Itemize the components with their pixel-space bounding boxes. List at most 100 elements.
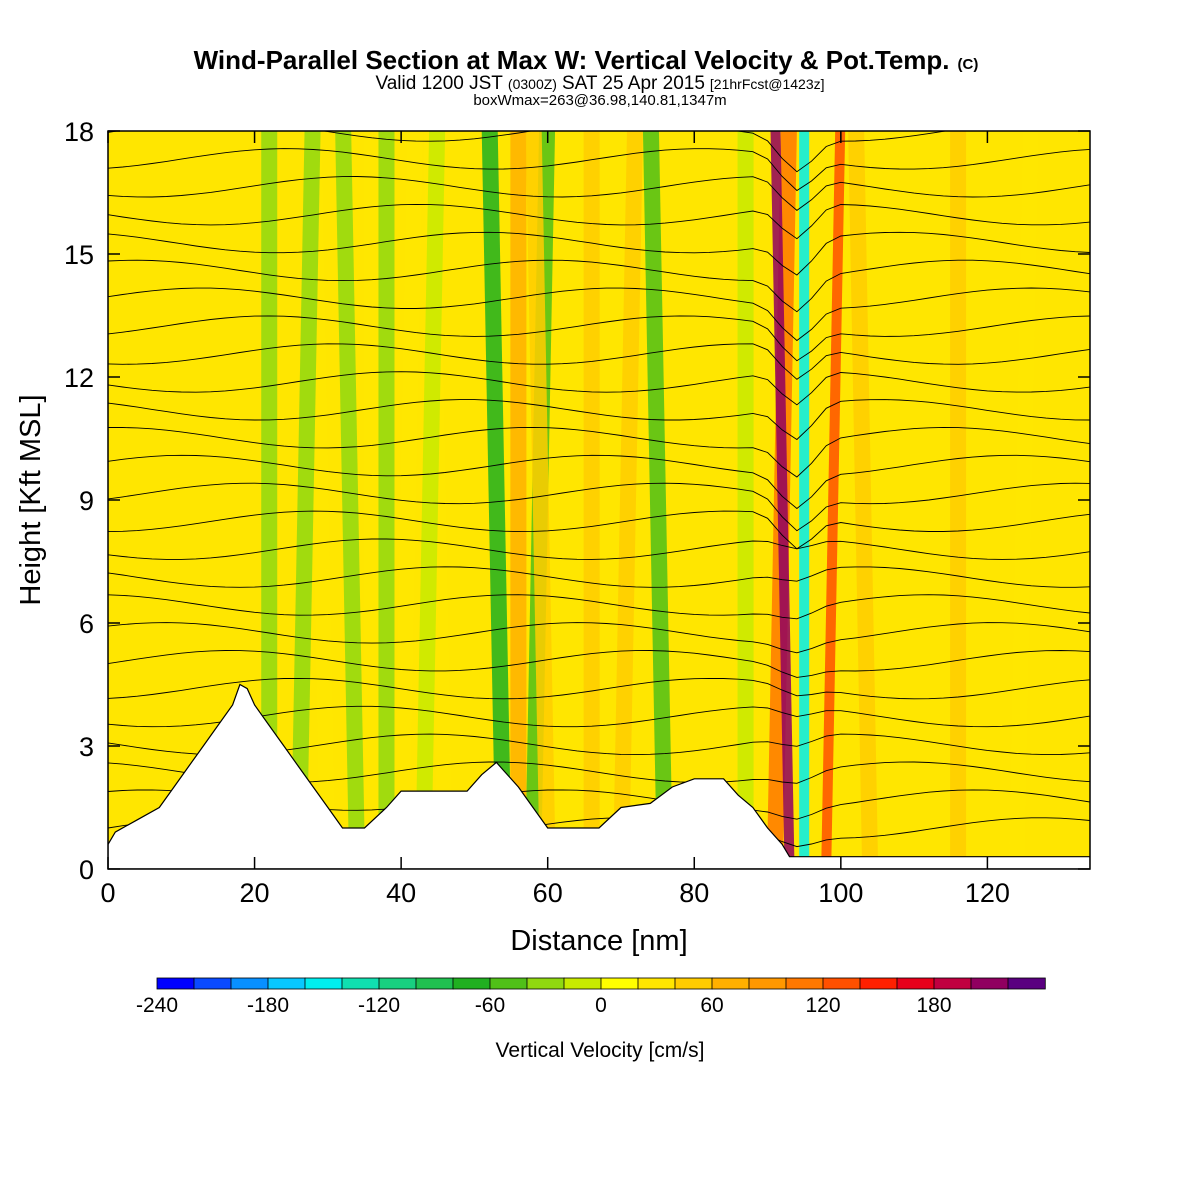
y-tick-label: 3: [79, 732, 94, 762]
y-tick-label: 6: [79, 609, 94, 639]
x-axis-label: Distance [nm]: [510, 925, 687, 957]
colorbar-swatch: [415, 977, 454, 990]
colorbar-swatch: [896, 977, 935, 990]
colorbar-tick-label: -60: [475, 994, 505, 1017]
theta-contour: [108, 259, 1090, 313]
chart-subtitle: Valid 1200 JST (0300Z) SAT 25 Apr 2015 [21h…: [375, 73, 824, 94]
colorbar-swatch: [563, 977, 602, 990]
colorbar-swatch: [674, 977, 713, 990]
y-axis-label: Height [Kft MSL]: [15, 394, 47, 605]
colorbar-swatch: [637, 977, 676, 990]
x-tick-label: 60: [533, 878, 563, 908]
theta-contour: [108, 315, 1090, 362]
colorbar-swatch: [711, 977, 750, 990]
theta-contour: [108, 131, 949, 173]
theta-contour: [108, 426, 1090, 478]
velocity-shading: [261, 131, 1039, 869]
colorbar-swatch: [785, 977, 824, 990]
x-axis: 0 20 40 60 80 100 120: [100, 131, 1010, 908]
x-tick-label: 100: [818, 878, 863, 908]
theta-contour: [108, 538, 1090, 560]
velocity-band: [848, 131, 879, 869]
theta-contour: [108, 343, 1090, 380]
colorbar-swatch: [341, 977, 380, 990]
theta-contour: [108, 622, 1090, 654]
colorbar-swatch: [526, 977, 565, 990]
velocity-band: [481, 131, 512, 869]
theta-contour: [108, 399, 1090, 441]
theta-contour: [108, 287, 1090, 342]
colorbar-swatch: [378, 977, 417, 990]
theta-contour: [108, 231, 1090, 276]
terrain: [108, 683, 1090, 869]
colorbar-swatch: [822, 977, 861, 990]
theta-contour: [108, 677, 1090, 700]
colorbar-swatch: [230, 977, 269, 990]
theta-contour: [108, 371, 1090, 406]
colorbar-swatch: [304, 977, 343, 990]
colorbar-tick-label: -240: [136, 994, 178, 1017]
plot-area: [108, 131, 1090, 869]
colorbar-swatch: [1007, 977, 1046, 990]
colorbar-swatch: [193, 977, 232, 990]
colorbar-label: Vertical Velocity [cm/s]: [496, 1039, 705, 1062]
theta-contour: [108, 650, 1090, 678]
velocity-band: [335, 131, 366, 869]
colorbar-tick-label: 120: [805, 994, 840, 1017]
colorbar-swatch: [452, 977, 491, 990]
velocity-band: [612, 131, 643, 869]
y-tick-label: 15: [64, 240, 94, 270]
colorbar-swatch: [489, 977, 528, 990]
velocity-band: [415, 131, 446, 869]
y-tick-label: 18: [64, 117, 94, 147]
velocity-band: [1008, 131, 1039, 869]
colorbar-swatch: [933, 977, 972, 990]
y-tick-label: 12: [64, 363, 94, 393]
y-tick-label: 0: [79, 855, 94, 885]
colorbar-swatch: [970, 977, 1009, 990]
velocity-band: [799, 131, 810, 869]
theta-contour: [108, 594, 1090, 620]
velocity-band: [378, 131, 395, 869]
colorbar-tick-label: -120: [358, 994, 400, 1017]
x-tick-label: 40: [386, 878, 416, 908]
chart-title: Wind-Parallel Section at Max W: Vertical…: [194, 45, 979, 75]
theta-contour: [108, 454, 1090, 510]
y-tick-label: 9: [79, 486, 94, 516]
velocity-band: [642, 131, 673, 869]
theta-contour: [108, 148, 1090, 192]
colorbar-swatch: [600, 977, 639, 990]
x-tick-label: 0: [100, 878, 115, 908]
velocity-band: [261, 131, 278, 869]
colorbar-tick-label: 180: [916, 994, 951, 1017]
velocity-band: [510, 131, 527, 869]
velocity-band: [583, 131, 600, 869]
colorbar-swatch: [748, 977, 787, 990]
velocity-band: [363, 131, 380, 869]
velocity-band: [950, 131, 967, 869]
x-tick-label: 80: [679, 878, 709, 908]
velocity-band: [770, 131, 795, 869]
velocity-band: [393, 131, 424, 869]
colorbar-tick-label: 60: [700, 994, 723, 1017]
theta-contour: [108, 705, 1090, 728]
colorbar-swatch: [267, 977, 306, 990]
velocity-band: [290, 131, 321, 869]
theta-contour: [108, 176, 1090, 211]
colorbar-tick-label: -180: [247, 994, 289, 1017]
velocity-band: [525, 131, 556, 869]
theta-contour: [108, 566, 1090, 588]
theta-contour: [108, 510, 1090, 550]
colorbar-swatch: [859, 977, 898, 990]
velocity-band: [821, 131, 846, 869]
colorbar: -240 -180 -120 -60 0 60 120 180: [136, 977, 1046, 1017]
y-axis: 0 3 6 9 12 15 18: [64, 117, 1090, 885]
velocity-band: [737, 131, 754, 869]
theta-contour: [108, 482, 1090, 532]
chart-subtitle-2: boxWmax=263@36.98,140.81,1347m: [473, 92, 726, 109]
x-tick-label: 20: [240, 878, 270, 908]
colorbar-tick-label: 0: [595, 994, 607, 1017]
theta-contour: [108, 203, 1090, 240]
colorbar-swatch: [156, 977, 195, 990]
